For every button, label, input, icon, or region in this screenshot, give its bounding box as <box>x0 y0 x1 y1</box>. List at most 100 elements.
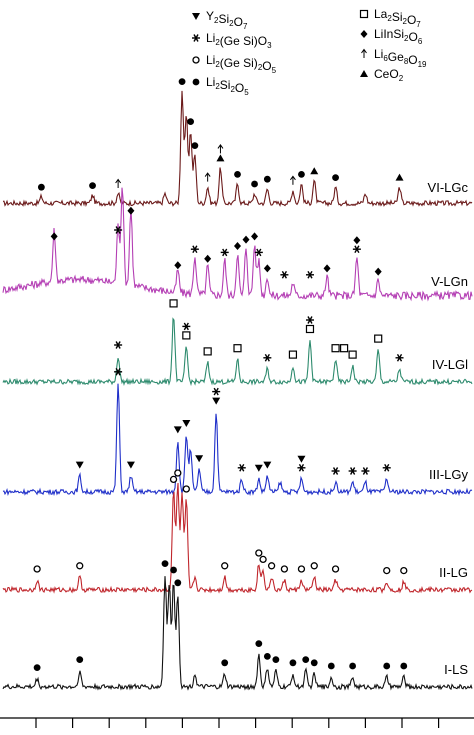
peak-marker-filled-diamond <box>263 264 271 273</box>
peak-marker-open-circle <box>174 469 182 477</box>
peak-marker-open-square <box>348 350 357 359</box>
peak-marker-arrow-up <box>204 172 211 182</box>
legend-left-3-marker <box>192 78 200 86</box>
peak-marker-open-square <box>233 344 242 353</box>
peak-marker-open-square <box>203 347 212 356</box>
sample-label-v-lgn: V-LGn <box>431 274 468 289</box>
legend-right-2-label: Li6Ge8O19 <box>374 47 427 69</box>
peak-marker-triangle-down <box>212 397 221 405</box>
series-line-iii-lgy <box>2 383 473 497</box>
peak-marker-open-circle <box>267 562 276 570</box>
peak-marker-filled-circle <box>161 560 169 567</box>
peak-marker-open-circle <box>182 485 190 493</box>
peak-marker-filled-circle <box>187 118 195 125</box>
peak-marker-asterisk <box>352 245 361 254</box>
legend-right-0-label: La2Si2O7 <box>374 7 421 29</box>
peak-marker-triangle-down <box>126 461 135 469</box>
peak-marker-asterisk <box>305 316 314 324</box>
peak-marker-filled-circle <box>89 182 96 190</box>
sample-labels: VI-LGc V-LGn IV-LGl III-LGy II-LG I-LS <box>428 180 469 677</box>
peak-marker-triangle-down <box>263 461 272 469</box>
legend-left-1-marker <box>192 34 200 42</box>
sample-label-i-ls: I-LS <box>444 662 468 677</box>
peak-marker-open-square <box>288 350 298 359</box>
peak-marker-filled-circle <box>234 171 241 178</box>
peak-marker-filled-diamond <box>127 206 135 215</box>
sample-label-ii-lg: II-LG <box>439 565 468 580</box>
peak-marker-filled-circle <box>255 640 263 647</box>
peak-marker-asterisk <box>382 463 391 472</box>
legend-left-0-marker <box>192 13 200 20</box>
peak-marker-asterisk <box>331 467 340 475</box>
peak-marker-open-circle <box>400 566 408 575</box>
series-line-iv-lgl <box>2 317 473 387</box>
x-axis <box>0 717 474 728</box>
peak-marker-filled-circle <box>174 579 182 587</box>
peak-marker-asterisk <box>182 322 191 331</box>
peak-marker-filled-diamond <box>251 232 259 241</box>
peak-marker-filled-diamond <box>242 235 250 244</box>
peak-marker-filled-diamond <box>374 267 382 276</box>
peak-marker-open-circle <box>259 555 267 564</box>
legend-left-1-label: Li2(Ge Si)O3 <box>206 31 272 50</box>
peak-marker-triangle-down <box>254 464 263 472</box>
sample-label-iii-lgy: III-LGy <box>429 467 469 482</box>
legend-right-2-marker <box>361 48 367 58</box>
peak-marker-filled-circle <box>251 180 258 188</box>
peak-marker-asterisk <box>190 245 199 254</box>
peak-marker-open-circle <box>331 565 340 573</box>
peak-marker-open-square <box>339 344 349 353</box>
peak-marker-filled-diamond <box>204 254 212 263</box>
peak-marker-triangle-down <box>173 426 182 434</box>
peak-marker-filled-circle <box>327 662 335 670</box>
sample-label-iv-lgl: IV-LGl <box>432 357 468 372</box>
series-line-ii-lg <box>2 482 473 594</box>
peak-marker-filled-circle <box>289 659 297 667</box>
peak-marker-filled-circle <box>33 664 41 671</box>
peak-marker-filled-diamond <box>234 242 241 250</box>
legend-left-3-label: Li2Si2O5 <box>206 75 249 97</box>
peak-marker-asterisk <box>280 270 289 279</box>
peak-marker-filled-circle <box>400 662 408 670</box>
peak-marker-filled-circle <box>383 662 391 670</box>
peak-marker-filled-circle <box>310 659 318 667</box>
peak-marker-arrow-up <box>290 175 296 185</box>
peak-marker-filled-diamond <box>174 261 182 270</box>
peak-marker-arrow-up <box>217 144 224 154</box>
legend-right-3-label: CeO2 <box>374 67 404 83</box>
legend-right-3-marker <box>360 70 368 77</box>
peak-marker-triangle-down <box>75 461 84 469</box>
peak-marker-arrow-up <box>115 178 122 188</box>
peak-marker-asterisk <box>263 353 272 362</box>
series-line-i-ls <box>2 576 473 691</box>
peak-marker-open-square <box>169 299 178 308</box>
peak-marker-filled-circle <box>263 653 271 660</box>
peak-marker-open-circle <box>33 565 41 573</box>
peak-marker-asterisk <box>361 467 370 475</box>
legend-left-2-label: Li2(Ge Si)2O5 <box>206 53 277 75</box>
peak-marker-open-circle <box>169 475 178 484</box>
peak-marker-open-square <box>305 324 315 334</box>
peak-marker-triangle-down <box>195 455 204 463</box>
peak-marker-open-circle <box>297 565 306 573</box>
peak-marker-triangle-down <box>182 420 191 427</box>
peak-marker-filled-circle <box>332 174 339 182</box>
peak-marker-filled-circle <box>221 659 229 667</box>
peak-marker-open-circle <box>310 562 318 570</box>
peak-marker-open-square <box>331 344 340 353</box>
peak-marker-filled-circle <box>76 656 84 663</box>
peak-marker-filled-diamond <box>323 264 331 273</box>
peak-marker-asterisk <box>237 463 246 472</box>
peak-marker-open-circle <box>280 565 289 573</box>
legend-left-0-label: Y2Si2O7 <box>206 9 248 31</box>
series-group <box>2 78 473 691</box>
peak-marker-open-circle <box>76 562 84 570</box>
peak-marker-filled-diamond <box>353 236 361 245</box>
peak-marker-open-circle <box>255 549 263 557</box>
peak-marker-filled-circle <box>170 566 177 574</box>
peak-marker-asterisk <box>348 467 357 475</box>
peak-marker-filled-circle <box>191 142 199 150</box>
peak-marker-filled-diamond <box>50 232 58 241</box>
peak-marker-filled-circle <box>349 662 357 670</box>
